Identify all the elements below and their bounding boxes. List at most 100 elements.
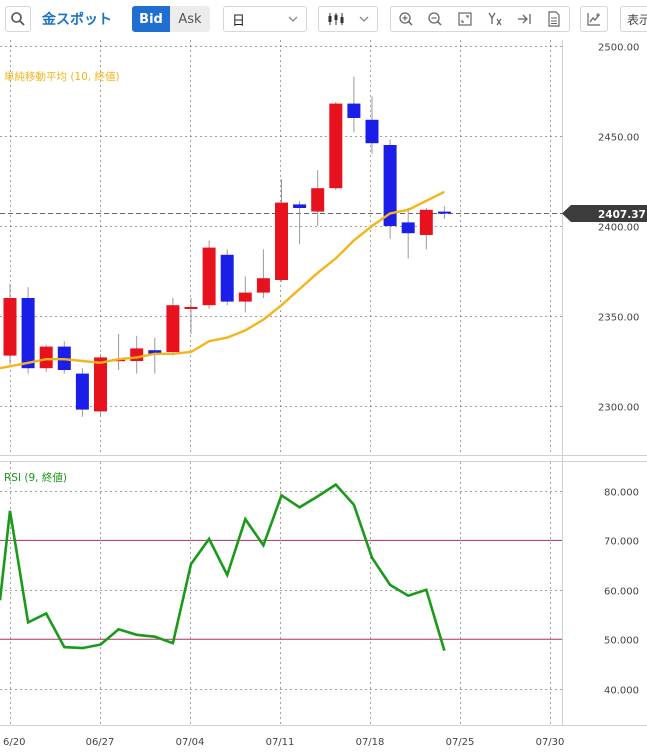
time-axis-tick: 07/18 <box>356 737 385 748</box>
time-axis-tick: 6/20 <box>3 737 25 748</box>
period-select[interactable]: 日 <box>223 6 307 32</box>
zoom-out-button[interactable] <box>424 8 446 30</box>
candle-body <box>365 119 379 144</box>
candle-body <box>220 254 234 302</box>
rsi-line <box>0 482 446 651</box>
time-axis-tick: 07/25 <box>446 737 475 748</box>
candle-body <box>275 202 288 280</box>
search-button[interactable] <box>5 6 31 32</box>
price-axis-tick: 2350.00 <box>598 313 639 324</box>
chart-type-select[interactable] <box>318 6 378 32</box>
crosshair-icon <box>488 12 502 26</box>
candle <box>275 179 288 282</box>
zoom-in-button[interactable] <box>395 8 417 30</box>
rsi-axis-tick: 70.000 <box>604 537 639 548</box>
rsi-axis-tick: 80.000 <box>604 488 639 499</box>
bid-button[interactable]: Bid <box>132 6 170 32</box>
candle-body <box>166 305 180 352</box>
sma-line <box>0 190 445 370</box>
candle <box>184 298 198 334</box>
ask-button[interactable]: Ask <box>170 6 210 32</box>
candle-body <box>383 145 397 226</box>
candle-body <box>437 211 451 214</box>
document-icon <box>548 11 560 27</box>
candle-body <box>75 373 89 410</box>
chart-tool-group <box>390 6 570 32</box>
candle <box>202 240 216 309</box>
candle-body <box>311 188 325 212</box>
candle-body <box>184 307 198 309</box>
candle <box>166 298 180 356</box>
candle-body <box>256 278 270 293</box>
candle <box>365 96 379 154</box>
candle <box>256 249 270 298</box>
candle <box>148 337 162 374</box>
chevron-down-icon <box>359 16 369 22</box>
candle <box>293 200 307 244</box>
candle <box>311 170 325 226</box>
candle-body <box>94 357 107 412</box>
candle <box>238 276 252 313</box>
candle <box>419 208 433 250</box>
candle-body <box>329 103 343 189</box>
current-price-label: 2407.37 <box>598 209 646 221</box>
zoom-in-icon <box>399 12 413 26</box>
candle-body <box>238 292 252 302</box>
rsi-axis-tick: 50.000 <box>604 636 639 647</box>
candle <box>329 101 343 190</box>
candle <box>401 208 415 259</box>
candle <box>75 368 89 417</box>
candle-body <box>293 204 307 208</box>
sma-indicator-label[interactable]: 単純移動平均 (10, 終値) <box>4 70 120 83</box>
document-button[interactable] <box>543 8 565 30</box>
candle-body <box>39 346 53 369</box>
fit-button[interactable] <box>454 8 476 30</box>
jump-to-latest-icon <box>518 14 532 24</box>
candle-body <box>347 103 361 118</box>
indicator-button[interactable] <box>580 6 608 32</box>
candle-body <box>401 222 415 234</box>
candle <box>220 249 234 306</box>
candle-body <box>419 209 433 235</box>
current-price-tag: 2407.37 <box>562 205 647 222</box>
rsi-axis-tick: 60.000 <box>604 587 639 598</box>
time-axis-tick: 07/11 <box>266 737 295 748</box>
display-button[interactable]: 表示 <box>620 6 647 32</box>
indicator-icon <box>587 13 600 26</box>
rsi-axis-tick: 40.000 <box>604 686 639 697</box>
candle <box>383 139 397 239</box>
price-axis-tick: 2400.00 <box>598 223 639 234</box>
candlestick-series <box>3 76 451 417</box>
price-axis-tick: 2500.00 <box>598 43 639 54</box>
time-axis-tick: 07/30 <box>536 737 565 748</box>
candle-body <box>130 348 144 361</box>
candle <box>3 283 17 365</box>
period-value: 日 <box>232 13 246 29</box>
candle <box>130 335 144 374</box>
axis-labels: 2500.00 2450.00 2400.00 2350.00 2300.00 80.00… <box>3 43 639 749</box>
candle <box>437 206 451 219</box>
candle-body <box>148 350 162 354</box>
candle <box>57 341 71 374</box>
candle <box>347 76 361 133</box>
candle-body <box>202 247 216 306</box>
rsi-indicator-label[interactable]: RSI (9, 終値) <box>4 471 67 484</box>
chevron-down-icon <box>288 16 298 22</box>
candle <box>112 334 126 370</box>
candlestick-icon <box>328 13 344 25</box>
instrument-title[interactable]: 金スポット <box>42 12 112 28</box>
price-axis-tick: 2300.00 <box>598 403 639 414</box>
time-axis-tick: 07/04 <box>176 737 205 748</box>
fit-icon <box>458 12 472 26</box>
price-axis-tick: 2450.00 <box>598 133 639 144</box>
candle-body <box>3 298 17 356</box>
time-axis-tick: 06/27 <box>86 737 115 748</box>
candle <box>21 287 35 374</box>
candle-body <box>21 298 35 369</box>
zoom-out-icon <box>428 12 443 26</box>
jump-to-latest-button[interactable] <box>513 8 535 30</box>
search-icon <box>11 12 25 26</box>
crosshair-button[interactable] <box>484 8 506 30</box>
chart-toolbar: 金スポット Bid Ask 日 表示 <box>0 0 647 40</box>
